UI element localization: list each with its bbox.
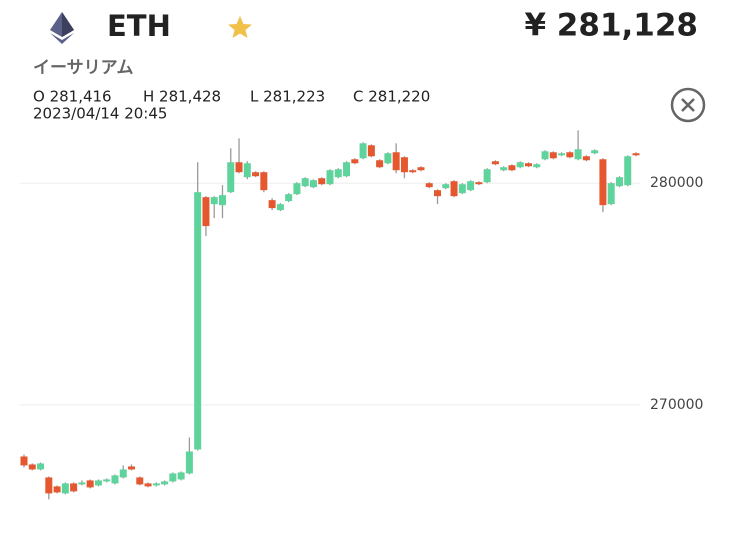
candle-body [541, 151, 549, 160]
candle-body [442, 184, 450, 189]
candle-body [615, 177, 623, 187]
candle-body [582, 156, 590, 161]
candle-body [28, 464, 36, 470]
candle-body [409, 170, 417, 173]
candle-body [301, 178, 309, 187]
candle-body [467, 181, 475, 191]
favorite-star[interactable] [228, 16, 252, 38]
candle-body [119, 469, 127, 478]
candle-body [491, 161, 499, 165]
candle-body [334, 169, 342, 178]
ohlc-row: O 281,416 H 281,428 L 281,223 C 281,220 [33, 88, 430, 106]
candle-body [516, 162, 524, 168]
symbol: ETH [107, 9, 171, 43]
candle-body [417, 167, 425, 171]
plot: 270000 280000 [20, 130, 703, 500]
candle-body [425, 183, 433, 188]
eth-logo [50, 12, 74, 44]
candle-body [549, 152, 557, 159]
candle-body [384, 153, 392, 164]
datetime: 2023/04/14 20:45 [33, 105, 167, 123]
candle-body [351, 159, 359, 164]
ohlc-high: H 281,428 [143, 88, 221, 106]
candle-body [574, 149, 582, 160]
candle-body [45, 477, 53, 494]
candle-body [235, 162, 243, 173]
ohlc-close: C 281,220 [353, 88, 430, 106]
y-tick-label: 280000 [650, 175, 703, 191]
candle-body [508, 165, 516, 171]
candle-body [450, 181, 458, 197]
candle-body [558, 153, 566, 156]
candle-body [103, 479, 111, 482]
candle-body [434, 190, 442, 197]
candle-body [194, 192, 202, 450]
candle-body [268, 200, 276, 209]
candle-body [78, 482, 86, 485]
candle-body [37, 463, 45, 470]
candle-body [161, 481, 169, 485]
candle-body [144, 483, 152, 487]
candle-body [607, 183, 615, 205]
candle-body [252, 172, 260, 177]
candle-body [169, 473, 177, 482]
candle-body [185, 451, 193, 474]
candle-body [624, 156, 632, 186]
candle-body [128, 466, 136, 470]
candle-body [111, 475, 119, 484]
candle-body [218, 195, 226, 206]
candle-body [367, 145, 375, 157]
candle-body [591, 150, 599, 154]
candle-body [400, 157, 408, 173]
candle-body [70, 483, 78, 492]
candle-body [458, 184, 466, 194]
candle-body [475, 182, 483, 185]
candle-body [53, 486, 61, 493]
candle-body [483, 169, 491, 183]
candle-body [285, 194, 293, 202]
candle-body [309, 180, 317, 188]
candle-body [376, 160, 384, 168]
candle-body [260, 172, 268, 191]
price: ¥ 281,128 [524, 8, 698, 44]
candle-body [94, 480, 102, 486]
candle-body [343, 162, 351, 177]
candle-body [318, 178, 326, 185]
candle-body [566, 152, 574, 158]
y-tick-label: 270000 [650, 397, 703, 413]
candle-body [293, 183, 301, 195]
ohlc-low: L 281,223 [250, 88, 325, 106]
candle-body [359, 143, 367, 159]
close-button[interactable] [670, 87, 706, 123]
candle-body [86, 480, 94, 488]
candle-body [152, 483, 160, 486]
candle-body [632, 153, 640, 156]
candle-body [276, 204, 284, 211]
candle-body [210, 197, 218, 205]
candle-body [533, 164, 541, 168]
candle-body [177, 472, 185, 480]
candle-body [326, 170, 334, 185]
candle-body [599, 159, 607, 206]
candle-body [392, 152, 400, 171]
candle-body [524, 163, 532, 167]
candle-body [136, 477, 144, 485]
candle-body [20, 456, 28, 466]
candle-body [202, 197, 210, 227]
candle-body [227, 162, 235, 193]
asset-name: イーサリアム [33, 58, 133, 78]
candle-body [61, 483, 69, 494]
candle-body [243, 163, 251, 178]
ohlc-open: O 281,416 [33, 88, 112, 106]
candle-body [500, 167, 508, 171]
